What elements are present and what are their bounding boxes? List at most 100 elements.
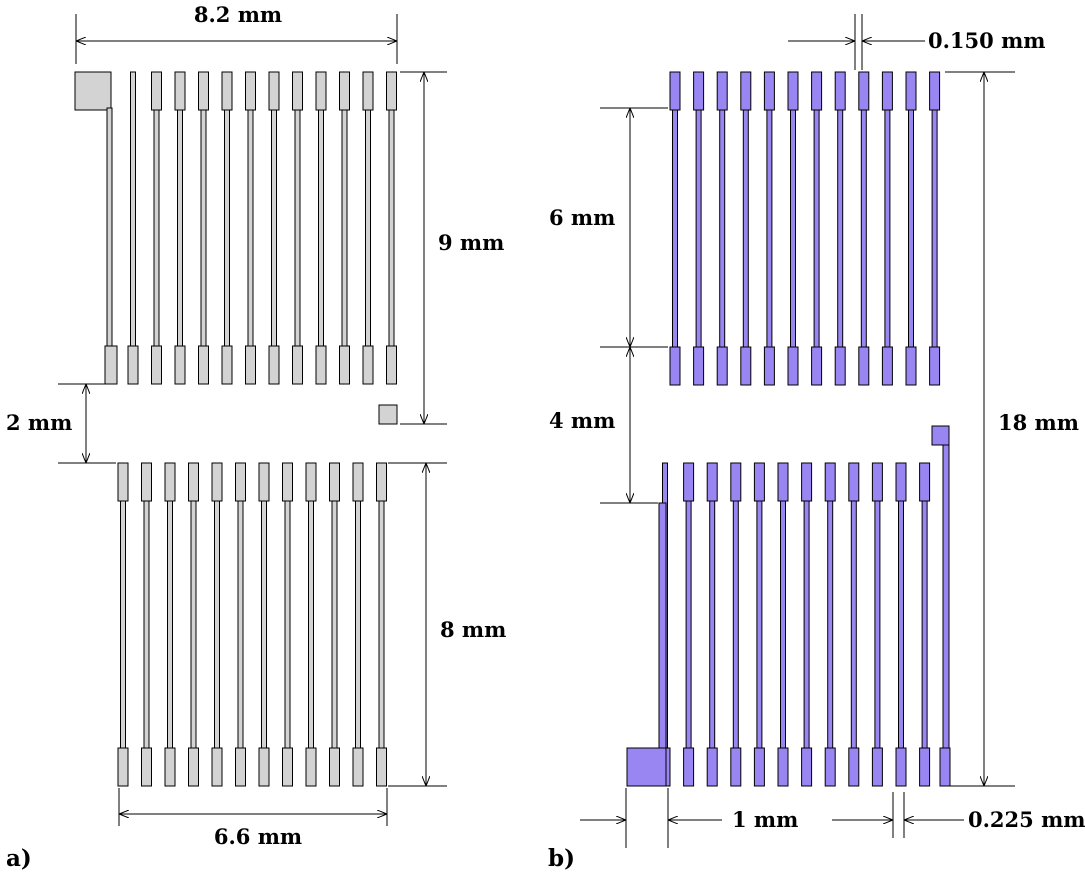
finger-trace-9 [884, 71, 891, 386]
finger-trace-1 [695, 71, 702, 386]
finger-trace-2 [719, 71, 726, 386]
finger-top-pad-6 [258, 462, 270, 502]
finger-top-pad-5 [235, 462, 246, 502]
finger-top-pad-3 [198, 71, 209, 111]
label-a-gap: 2 mm [6, 410, 72, 435]
finger-bottom-pad-11 [376, 747, 387, 787]
finger-bottom-pad-3 [730, 747, 742, 787]
finger-bottom-pad-4 [753, 747, 765, 787]
finger-top-pad-0 [117, 462, 129, 502]
finger-bottom-pad-10 [905, 346, 917, 386]
finger-bottom-pad-8 [315, 345, 327, 385]
finger-bottom-pad-7 [834, 346, 846, 386]
finger-bottom-pad-3 [740, 346, 752, 386]
finger-bottom-pad-9 [329, 747, 340, 787]
finger-top-pad-5 [787, 71, 799, 111]
finger-trace-5 [247, 71, 254, 385]
finger-trace-6 [803, 462, 810, 787]
panel-a-electrode: 8.2 mm 9 mm 2 mm 8 mm 6.6 mm [6, 2, 506, 872]
finger-trace-4 [756, 462, 763, 787]
finger-bottom-pad-11 [386, 345, 397, 385]
finger-trace-8 [318, 71, 324, 385]
finger-top-pad-7 [824, 462, 836, 502]
panel-b-bottom-comb [626, 425, 951, 787]
finger-top-pad-1 [151, 71, 162, 111]
finger-top-pad-2 [716, 71, 728, 111]
finger-top-pad-11 [929, 71, 941, 111]
finger-top-pad-9 [339, 71, 350, 111]
finger-trace-2 [167, 462, 173, 787]
finger-bottom-pad-7 [824, 747, 836, 787]
finger-trace-9 [341, 71, 348, 385]
panel-b-label: b) [548, 845, 575, 872]
finger-top-pad-10 [352, 462, 364, 502]
finger-trace-7 [294, 71, 301, 385]
finger-trace-6 [271, 71, 277, 385]
finger-trace-0 [130, 71, 136, 385]
finger-top-pad-2 [164, 462, 176, 502]
finger-bottom-pad-5 [787, 346, 799, 386]
finger-top-pad-3 [740, 71, 752, 111]
finger-bottom-pad-2 [716, 346, 728, 386]
finger-bottom-pad-9 [339, 345, 350, 385]
finger-bottom-pad-10 [895, 747, 907, 787]
finger-trace-7 [837, 71, 844, 386]
finger-bottom-pad-8 [305, 747, 317, 787]
dimension-a-height-bottom: 8 mm [388, 462, 506, 787]
finger-bottom-pad-5 [235, 747, 246, 787]
finger-top-pad-4 [211, 462, 223, 502]
finger-bottom-pad-1 [683, 747, 695, 787]
finger-trace-10 [898, 462, 904, 787]
connector-pad-bottom-right [378, 404, 398, 425]
finger-bottom-pad-1 [693, 346, 705, 386]
finger-trace-1 [143, 462, 150, 787]
finger-bottom-pad-2 [174, 345, 186, 385]
finger-trace-3 [732, 462, 739, 787]
finger-trace-6 [813, 71, 820, 386]
panel-b-top-comb [669, 71, 941, 386]
finger-bottom-pad-1 [141, 747, 152, 787]
dimension-a-height-top: 9 mm [400, 71, 504, 425]
finger-bottom-pad-3 [198, 345, 209, 385]
finger-bottom-pad-2 [706, 747, 718, 787]
label-b-spacing: 0.225 mm [968, 807, 1085, 832]
finger-trace-7 [827, 462, 834, 787]
finger-trace-10 [355, 462, 361, 787]
finger-trace-4 [214, 462, 220, 787]
finger-bottom-pad-2 [164, 747, 176, 787]
finger-bottom-pad-7 [292, 345, 303, 385]
finger-bottom-pad-0 [127, 345, 139, 385]
finger-top-pad-9 [329, 462, 340, 502]
finger-trace-8 [308, 462, 314, 787]
dimension-b-gap: 4 mm [549, 348, 658, 504]
finger-bottom-pad-8 [858, 346, 870, 386]
dimension-a-width: 8.2 mm [75, 2, 398, 64]
finger-top-pad-8 [848, 462, 860, 502]
finger-top-pad-5 [777, 462, 789, 502]
finger-top-pad-6 [801, 462, 813, 502]
connector-pad-top-left [74, 71, 112, 111]
label-a-height-bottom: 8 mm [440, 617, 506, 642]
finger-top-pad-2 [706, 462, 718, 502]
finger-trace-6 [261, 462, 267, 787]
finger-top-pad-11 [376, 462, 387, 502]
finger-top-pad-8 [858, 71, 870, 111]
finger-trace-0 [672, 71, 678, 386]
finger-top-pad-8 [305, 462, 317, 502]
label-b-trace-width: 0.150 mm [928, 28, 1046, 53]
finger-bottom-pad-6 [258, 747, 270, 787]
finger-bottom-pad-9 [881, 346, 893, 386]
finger-trace-11 [921, 462, 928, 787]
finger-trace-5 [780, 462, 786, 787]
finger-bottom-pad-8 [848, 747, 860, 787]
finger-trace-3 [200, 71, 207, 385]
finger-bottom-pad-6 [811, 346, 823, 386]
finger-bottom-pad-0 [669, 346, 681, 386]
finger-top-pad-3 [730, 462, 742, 502]
finger-trace-8 [860, 71, 867, 386]
finger-trace-11 [388, 71, 395, 385]
label-b-top-length: 6 mm [549, 205, 615, 230]
finger-top-pad-5 [245, 71, 256, 111]
finger-top-pad-9 [881, 71, 893, 111]
